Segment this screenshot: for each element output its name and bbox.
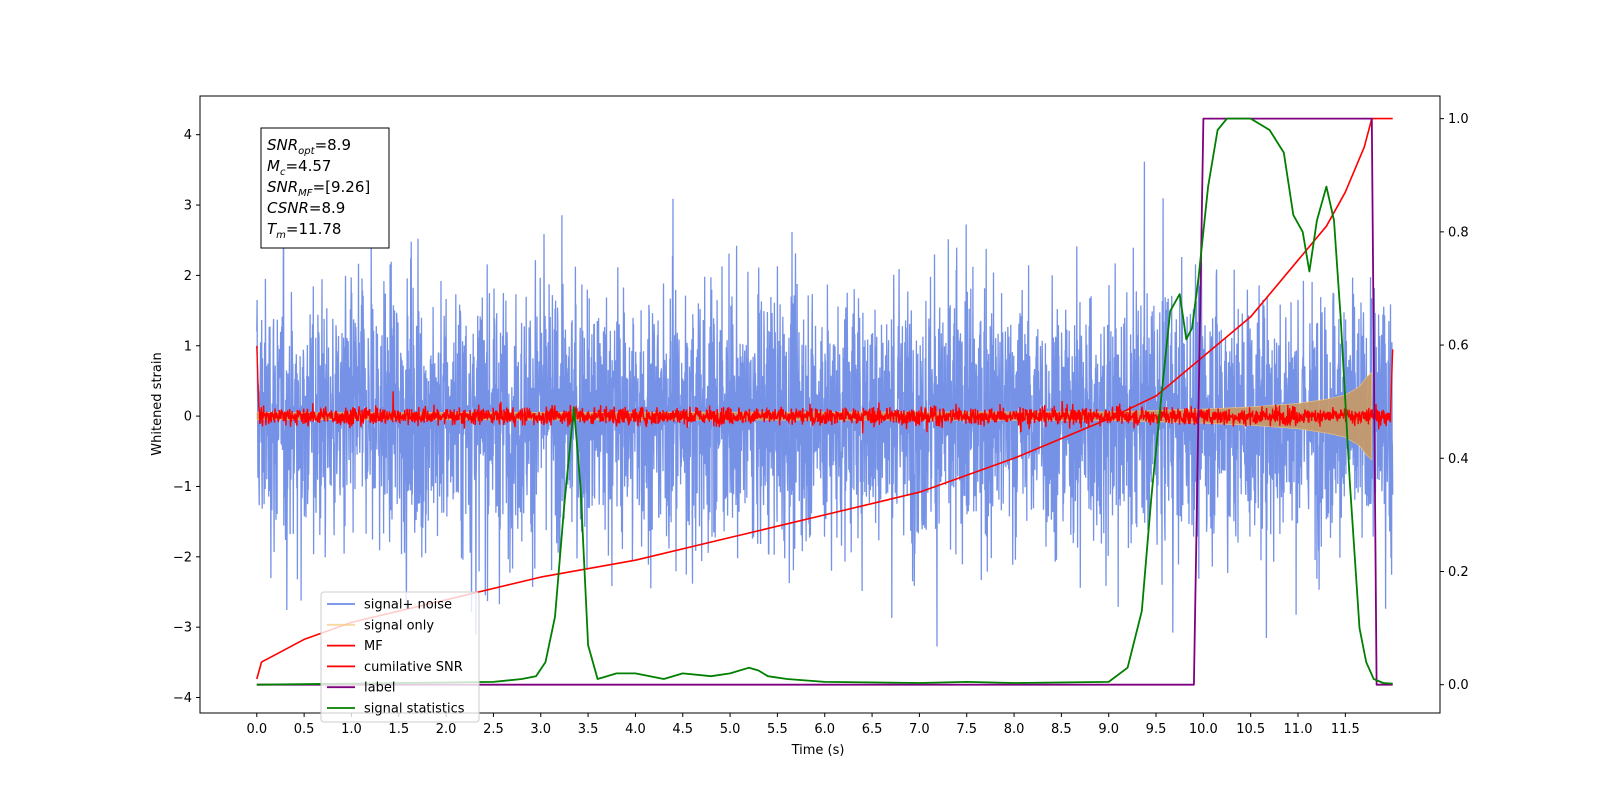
series-label	[256, 117, 1393, 686]
y-tick-label-left: 4	[184, 128, 192, 143]
legend-entry: signal only	[364, 618, 434, 633]
y-tick-label-right: 0.8	[1448, 225, 1469, 240]
x-tick-label: 10.5	[1236, 722, 1265, 737]
y-tick-label-left: 1	[184, 339, 192, 354]
x-tick-label: 0.0	[246, 722, 267, 737]
x-tick-label: 7.0	[909, 722, 930, 737]
x-tick-label: 10.0	[1189, 722, 1218, 737]
x-tick-label: 6.0	[814, 722, 835, 737]
x-tick-label: 6.5	[862, 722, 883, 737]
series-signal-statistics	[256, 117, 1393, 686]
y-tick-label-left: −1	[173, 480, 192, 495]
x-tick-label: 1.5	[388, 722, 409, 737]
legend-entry: cumilative SNR	[364, 660, 463, 675]
legend-entry: signal statistics	[364, 702, 465, 717]
x-tick-label: 0.5	[294, 722, 315, 737]
x-axis: 0.0 0.5 1.0 1.5 2.0 2.5 3.0 3.5 4.0 4.5 5.0 5.5 6.0 6…	[246, 713, 1360, 737]
y-tick-label-right: 1.0	[1448, 112, 1469, 127]
x-tick-label: 1.0	[341, 722, 362, 737]
x-tick-label: 8.0	[1004, 722, 1025, 737]
legend-entry: label	[364, 681, 395, 696]
y-tick-label-left: −2	[173, 550, 192, 565]
x-tick-label: 11.5	[1331, 722, 1360, 737]
x-tick-label: 9.5	[1146, 722, 1167, 737]
annotation-line: SNRopt=8.9	[267, 136, 351, 157]
annotation-line: CSNR=8.9	[267, 199, 345, 217]
x-tick-label: 5.0	[720, 722, 741, 737]
y-tick-label-right: 0.2	[1448, 565, 1469, 580]
series-mf	[256, 345, 1394, 434]
legend-entry: MF	[364, 639, 383, 654]
x-tick-label: 9.0	[1098, 722, 1119, 737]
x-tick-label: 4.5	[672, 722, 693, 737]
annotation-line: Mc=4.57	[267, 157, 331, 178]
y-tick-label-left: 0	[184, 410, 192, 425]
y-tick-label-right: 0.6	[1448, 339, 1469, 354]
x-tick-label: 3.5	[578, 722, 599, 737]
y-tick-label-left: 3	[184, 199, 192, 214]
legend: signal+ noise signal only MF cumilative SNR…	[320, 591, 480, 723]
y-tick-label-right: 0.0	[1448, 678, 1469, 693]
y-tick-label-left: −4	[173, 691, 192, 706]
annotation-line: Tm=11.78	[267, 220, 341, 241]
y-tick-label-left: 2	[184, 269, 192, 284]
axes-frame	[199, 95, 1441, 714]
y-axis-left: 4 3 2 1 0 −1 −2 −3 −4	[173, 128, 200, 706]
y-axis-right: 1.0 0.8 0.6 0.4 0.2 0.0	[1440, 112, 1469, 693]
annotation-frame	[260, 127, 390, 249]
y-tick-label-left: −3	[173, 621, 192, 636]
annotation-line: SNRMF=[9.26]	[267, 178, 370, 199]
x-tick-label: 8.5	[1051, 722, 1072, 737]
x-tick-label: 4.0	[625, 722, 646, 737]
x-tick-label: 2.5	[483, 722, 504, 737]
x-tick-label: 7.5	[956, 722, 977, 737]
x-tick-label: 3.0	[530, 722, 551, 737]
x-tick-label: 5.5	[767, 722, 788, 737]
x-tick-label: 2.0	[436, 722, 457, 737]
x-axis-label: Time (s)	[791, 743, 845, 758]
y-tick-label-right: 0.4	[1448, 452, 1469, 467]
legend-frame	[320, 591, 480, 723]
y-axis-label-left: Whitened strain	[150, 352, 165, 455]
legend-entry: signal+ noise	[364, 598, 452, 613]
x-tick-label: 11.0	[1284, 722, 1313, 737]
